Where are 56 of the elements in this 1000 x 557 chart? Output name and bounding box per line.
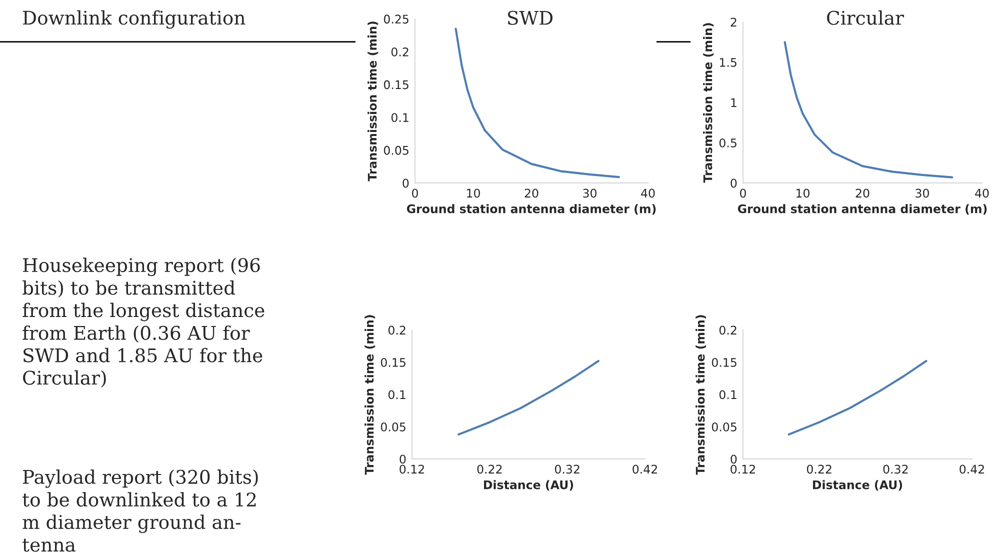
chart-title: SWD [508, 10, 552, 25]
x-tick-label: 0.42 [632, 464, 657, 474]
y-axis-title: Transmission time (min) [368, 22, 378, 182]
y-tick-label: 0.05 [384, 146, 408, 155]
y-tick-label: 0.1 [719, 390, 736, 400]
x-tick-label: 20 [524, 188, 538, 198]
x-tick-label: 30 [583, 188, 596, 198]
text: Downlink configuration [23, 10, 246, 29]
x-tick-label: 0 [412, 188, 418, 198]
y-tick-label: 0 [400, 454, 406, 464]
x-tick-label: 0.22 [806, 464, 832, 474]
y-tick-label: 0.1 [391, 113, 408, 122]
y-tick-label: 0 [730, 178, 737, 188]
line-series [788, 360, 928, 436]
x-tick-label: 30 [916, 188, 929, 198]
y-tick-label: 1.5 [720, 58, 736, 67]
chart-title: Circular [827, 10, 904, 25]
y-tick-label: 0.2 [391, 47, 408, 56]
y-tick-label: 0.15 [712, 358, 736, 367]
y-axis-title: Transmission time (min) [696, 315, 706, 475]
y-tick-label: 0 [402, 178, 409, 188]
y-tick-label: 0.1 [388, 390, 406, 400]
x-tick-label: 0.32 [554, 464, 580, 474]
x-axis-title: Distance (AU) [484, 480, 574, 491]
y-tick-label: 0.5 [719, 138, 736, 148]
x-axis-title: Ground station antenna diameter (m) [738, 204, 987, 215]
x-tick-label: 10 [796, 188, 810, 198]
x-tick-label: 0.12 [400, 464, 424, 474]
y-axis-title: Transmission time (min) [703, 23, 714, 183]
y-tick-label: 0.05 [712, 422, 736, 432]
y-tick-label: 0.2 [719, 326, 736, 335]
x-tick-label: 40 [975, 188, 989, 198]
y-tick-label: 0.05 [380, 422, 406, 432]
x-tick-label: 40 [641, 188, 655, 198]
x-axis-title: Distance (AU) [813, 480, 902, 491]
line-series [784, 41, 954, 178]
y-tick-label: 0.15 [384, 80, 408, 90]
x-tick-label: 0.42 [960, 464, 984, 474]
text: Payload report (320 bits) to be downlinked to a 12 m diameter ground an- tenna [22, 469, 258, 552]
x-tick-label: 0.22 [477, 464, 502, 474]
x-tick-label: 0 [740, 188, 746, 198]
x-tick-label: 20 [856, 188, 870, 198]
text: Housekeeping report (96 bits) to be transmitted from the longest distance from Earth (0.36 AU for SWD and 1.85 AU for the Circular) [22, 258, 264, 388]
y-tick-label: 0.25 [384, 14, 408, 24]
x-axis-title: Ground station antenna diameter (m) [406, 204, 656, 215]
x-tick-label: 0.12 [730, 464, 755, 474]
y-tick-label: 0.15 [380, 358, 406, 367]
y-tick-label: 0.2 [388, 326, 406, 335]
line-series [454, 28, 620, 178]
y-tick-label: 0 [730, 454, 737, 464]
y-axis-title: Transmission time (min) [364, 315, 376, 475]
x-tick-label: 0.32 [883, 464, 908, 474]
line-series [458, 360, 600, 436]
y-tick-label: 1 [731, 98, 736, 107]
y-tick-label: 2 [730, 18, 736, 26]
x-tick-label: 10 [467, 188, 480, 198]
